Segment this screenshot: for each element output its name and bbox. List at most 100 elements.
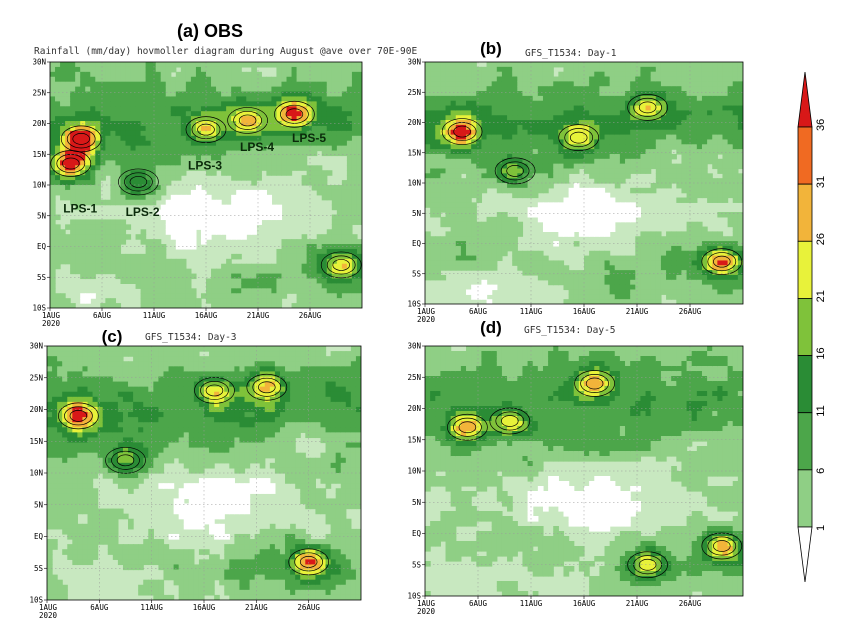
x-tick-label: 1AUG xyxy=(417,307,436,316)
contour-line xyxy=(458,421,477,434)
panel-3: (c) GFS_T1534: Day-3 10S 5S EQ 5N 10N 15N 20N 25N… xyxy=(29,327,362,620)
rainfall-field xyxy=(425,62,743,304)
colorbar-bin xyxy=(797,183,813,242)
y-tick-label: 5S xyxy=(412,560,422,569)
contour-line xyxy=(447,413,488,441)
y-tick-label: 30N xyxy=(29,342,43,351)
y-tick-label: 5N xyxy=(34,500,43,509)
lps-annotation: LPS-4 xyxy=(240,140,274,154)
y-tick-label: 15N xyxy=(407,148,421,157)
lps-annotation: LPS-5 xyxy=(292,131,326,145)
contour-line xyxy=(506,165,524,177)
x-tick-label: 6AUG xyxy=(90,603,109,612)
x-tick-label: 11AUG xyxy=(140,603,163,612)
contour-line xyxy=(713,540,731,552)
panel-4: (d) GFS_T1534: Day-5 10S 5S EQ 5N 10N 15N 20N 25N… xyxy=(407,318,744,616)
colorbar-tick-label: 21 xyxy=(815,290,827,302)
x-tick-label: 21AUG xyxy=(247,311,270,320)
contour-line xyxy=(701,248,743,275)
y-tick-label: 10N xyxy=(407,179,421,188)
contour-line xyxy=(713,255,731,268)
contour-line xyxy=(501,415,519,427)
x-tick-label: 26AUG xyxy=(679,307,702,316)
contour-line xyxy=(69,410,88,422)
y-tick-label: 15N xyxy=(29,437,43,446)
y-tick-label: 25N xyxy=(407,88,421,97)
panel-subtitle: GFS_T1534: Day-5 xyxy=(524,325,616,336)
x-tick-label: 2020 xyxy=(39,611,58,620)
colorbar-tick-label: 6 xyxy=(815,468,827,474)
contour-line xyxy=(105,446,146,474)
y-tick-label: 10S xyxy=(407,300,421,309)
x-tick-label: 1AUG xyxy=(417,599,436,608)
colorbar-bin xyxy=(797,355,813,414)
contour-line xyxy=(326,255,356,275)
contour-line xyxy=(633,97,662,117)
panels: Rainfall (mm/day) hovmoller diagram duri… xyxy=(29,39,744,620)
y-tick-label: 15N xyxy=(32,150,46,159)
contour-line xyxy=(564,128,594,148)
colorbar-tick-label: 11 xyxy=(815,405,827,416)
contour-line xyxy=(238,114,257,127)
y-tick-label: 30N xyxy=(407,342,421,351)
contour-line xyxy=(50,150,92,177)
colorbar-tick-label: 26 xyxy=(815,233,827,245)
y-tick-label: 15N xyxy=(407,435,421,444)
panel-label: (c) xyxy=(102,327,123,346)
contour-line xyxy=(129,176,148,188)
contour-line xyxy=(627,551,668,579)
contour-line xyxy=(320,251,362,279)
contour-line xyxy=(258,381,276,394)
y-tick-label: 30N xyxy=(407,58,421,67)
colorbar-top-extension xyxy=(797,71,813,128)
y-tick-label: EQ xyxy=(34,532,44,541)
colorbar-tick-label: 36 xyxy=(815,119,827,131)
contour-line xyxy=(638,558,657,571)
contour-line xyxy=(111,450,140,470)
x-tick-label: 16AUG xyxy=(195,311,218,320)
contour-line xyxy=(574,370,615,397)
colorbar-bin xyxy=(797,126,813,185)
contour-line xyxy=(58,402,99,430)
contour-line xyxy=(62,157,80,170)
y-tick-label: 5S xyxy=(34,564,44,573)
contour-line xyxy=(72,133,90,145)
panel-subtitle: GFS_T1534: Day-1 xyxy=(525,48,617,59)
panel-subtitle: GFS_T1534: Day-3 xyxy=(145,332,237,343)
contour-line xyxy=(285,108,304,121)
y-tick-label: EQ xyxy=(37,242,47,251)
contour-line xyxy=(200,381,229,400)
contour-line xyxy=(66,129,96,149)
y-tick-label: 10N xyxy=(407,467,421,476)
y-tick-label: 5S xyxy=(412,269,422,278)
lps-annotation: LPS-1 xyxy=(63,202,97,216)
x-tick-label: 2020 xyxy=(417,315,436,324)
contour-line xyxy=(453,417,482,437)
contour-line xyxy=(453,125,471,138)
contour-line xyxy=(441,118,483,145)
lps-annotation: LPS-2 xyxy=(126,205,160,219)
y-tick-label: 20N xyxy=(29,405,43,414)
y-tick-label: 10S xyxy=(407,592,421,601)
contour-line xyxy=(274,100,315,128)
colorbar-tick-label: 31 xyxy=(815,176,827,188)
y-tick-label: 5N xyxy=(412,209,421,218)
contour-line xyxy=(707,536,737,556)
y-tick-label: 20N xyxy=(407,404,421,413)
contour-line xyxy=(500,161,530,181)
contour-line xyxy=(707,252,737,272)
contour-line xyxy=(60,125,102,153)
x-tick-label: 6AUG xyxy=(93,311,112,320)
y-tick-label: 5N xyxy=(412,498,421,507)
x-tick-label: 11AUG xyxy=(520,307,543,316)
x-tick-label: 1AUG xyxy=(39,603,58,612)
contour-line xyxy=(194,377,235,404)
contour-line xyxy=(580,374,609,393)
contour-line xyxy=(701,532,743,560)
x-tick-label: 16AUG xyxy=(573,599,596,608)
contour-line xyxy=(252,377,282,397)
x-tick-label: 11AUG xyxy=(520,599,543,608)
contour-line xyxy=(569,131,588,144)
panel-label: (d) xyxy=(480,318,502,337)
contour-line xyxy=(227,107,268,134)
